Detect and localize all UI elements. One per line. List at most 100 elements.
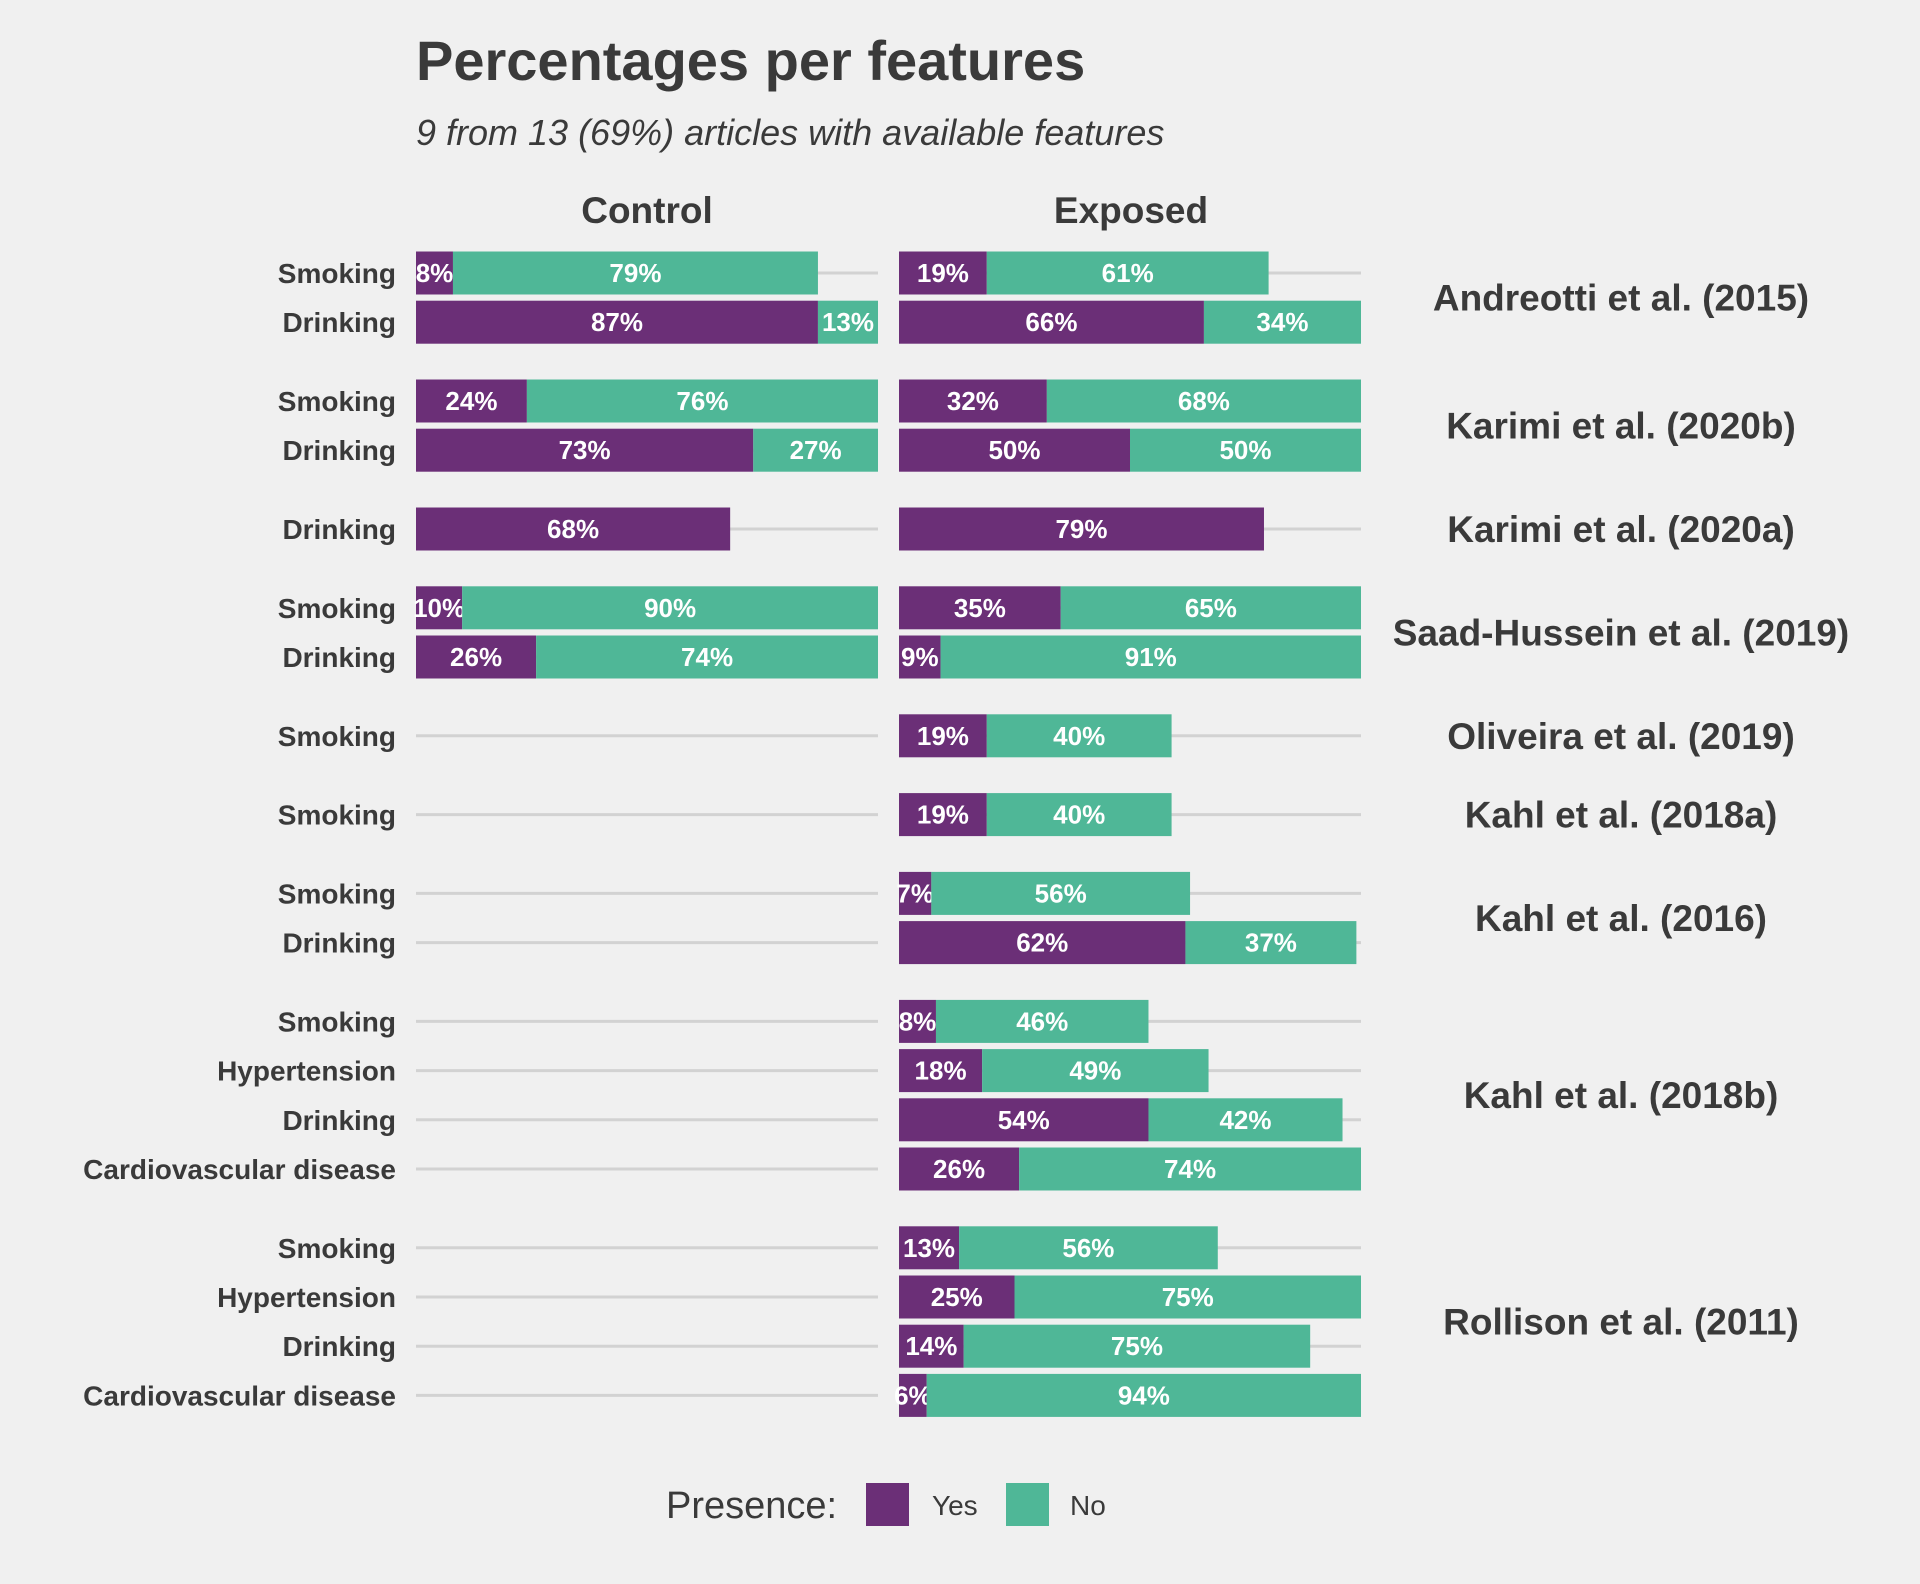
control-bar-yes xyxy=(416,507,731,551)
exposed-bar-no-label: 56% xyxy=(1035,878,1087,908)
exposed-bar-yes-label: 19% xyxy=(917,258,969,288)
chart-subtitle: 9 from 13 (69%) articles with available … xyxy=(416,112,1164,153)
exposed-bar-no-label: 94% xyxy=(1118,1380,1170,1410)
exposed-bar-no-label: 75% xyxy=(1162,1282,1214,1312)
exposed-bar-no xyxy=(1185,921,1357,965)
exposed-bar-yes-label: 35% xyxy=(954,593,1006,623)
control-bar-yes xyxy=(416,379,527,423)
control-bar-yes xyxy=(416,635,537,679)
exposed-bar-yes xyxy=(899,635,941,679)
exposed-bar-no xyxy=(935,999,1149,1043)
study-label: Kahl et al. (2016) xyxy=(1475,898,1767,939)
exposed-bar-no-label: 91% xyxy=(1125,642,1177,672)
feature-label: Smoking xyxy=(278,878,396,909)
feature-label: Cardiovascular disease xyxy=(83,1154,396,1185)
exposed-bar-no xyxy=(1046,379,1361,423)
study-label: Karimi et al. (2020a) xyxy=(1447,509,1795,550)
exposed-bar-no xyxy=(1130,428,1361,472)
control-bar-no-label: 79% xyxy=(609,258,661,288)
feature-label: Smoking xyxy=(278,1006,396,1037)
exposed-bar-no-label: 34% xyxy=(1256,307,1308,337)
feature-label: Drinking xyxy=(282,642,396,673)
feature-label: Smoking xyxy=(278,800,396,831)
chart-title: Percentages per features xyxy=(416,29,1085,92)
control-bar-no xyxy=(462,586,878,630)
exposed-bar-no xyxy=(931,871,1191,915)
study-label: Oliveira et al. (2019) xyxy=(1447,716,1795,757)
control-bar-yes xyxy=(416,428,754,472)
exposed-bar-no-label: 49% xyxy=(1069,1056,1121,1086)
plot-area: Smoking 8% 79% 19% 61% Drinking 87% 13% 66% 34% An… xyxy=(83,251,1850,1417)
exposed-bar-no xyxy=(959,1226,1218,1270)
facet-label-control: Control xyxy=(581,190,713,231)
exposed-bar-no-label: 75% xyxy=(1111,1331,1163,1361)
control-bar-no-label: 13% xyxy=(822,307,874,337)
control-bar-no xyxy=(817,300,878,344)
exposed-bar-yes-label: 66% xyxy=(1025,307,1077,337)
exposed-bar-yes xyxy=(899,1373,927,1417)
feature-label: Smoking xyxy=(278,721,396,752)
exposed-bar-yes-label: 14% xyxy=(905,1331,957,1361)
exposed-bar-no-label: 37% xyxy=(1245,928,1297,958)
control-bar-no xyxy=(536,635,878,679)
exposed-bar-yes-label: 79% xyxy=(1055,514,1107,544)
feature-label: Hypertension xyxy=(217,1056,396,1087)
feature-label: Cardiovascular disease xyxy=(83,1380,396,1411)
legend-label-yes: Yes xyxy=(932,1490,978,1521)
exposed-bar-yes-label: 18% xyxy=(915,1056,967,1086)
control-bar-yes-label: 73% xyxy=(559,435,611,465)
study-label: Karimi et al. (2020b) xyxy=(1446,406,1796,447)
exposed-bar-yes-label: 62% xyxy=(1016,928,1068,958)
exposed-bar-yes xyxy=(899,1226,960,1270)
feature-label: Smoking xyxy=(278,1233,396,1264)
exposed-bar-yes xyxy=(899,714,987,758)
feature-label: Drinking xyxy=(282,1331,396,1362)
exposed-bar-yes xyxy=(899,300,1204,344)
feature-label: Drinking xyxy=(282,514,396,545)
study-label: Andreotti et al. (2015) xyxy=(1433,278,1809,319)
exposed-bar-no-label: 46% xyxy=(1016,1006,1068,1036)
exposed-bar-yes xyxy=(899,428,1130,472)
legend-label-no: No xyxy=(1070,1490,1106,1521)
exposed-bar-yes xyxy=(899,1098,1149,1142)
exposed-bar-no xyxy=(982,1049,1209,1093)
exposed-bar-yes-label: 50% xyxy=(988,435,1040,465)
feature-label: Smoking xyxy=(278,593,396,624)
exposed-bar-yes-label: 25% xyxy=(931,1282,983,1312)
exposed-bar-no-label: 74% xyxy=(1164,1154,1216,1184)
control-bar-no-label: 27% xyxy=(790,435,842,465)
legend-title: Presence: xyxy=(666,1485,837,1527)
exposed-bar-no-label: 40% xyxy=(1053,721,1105,751)
exposed-bar-yes-label: 19% xyxy=(917,800,969,830)
feature-label: Drinking xyxy=(282,928,396,959)
study-label: Kahl et al. (2018a) xyxy=(1465,795,1778,836)
exposed-bar-yes xyxy=(899,999,936,1043)
exposed-bar-yes-label: 6% xyxy=(894,1380,932,1410)
exposed-bar-no xyxy=(1014,1275,1361,1319)
control-bar-no-label: 76% xyxy=(676,386,728,416)
exposed-bar-no xyxy=(986,251,1269,295)
facet-label-exposed: Exposed xyxy=(1054,190,1208,231)
exposed-bar-yes-label: 54% xyxy=(998,1105,1050,1135)
study-label: Saad-Hussein et al. (2019) xyxy=(1393,612,1850,653)
exposed-bar-yes-label: 13% xyxy=(903,1233,955,1263)
exposed-bar-no xyxy=(1060,586,1361,630)
exposed-bar-yes xyxy=(899,921,1186,965)
control-bar-no xyxy=(753,428,878,472)
exposed-bar-no xyxy=(986,714,1172,758)
control-bar-yes xyxy=(416,586,463,630)
exposed-bar-yes-label: 19% xyxy=(917,721,969,751)
exposed-bar-yes-label: 8% xyxy=(899,1006,937,1036)
exposed-bar-yes xyxy=(899,507,1264,551)
exposed-bar-yes-label: 9% xyxy=(901,642,939,672)
control-bar-yes-label: 10% xyxy=(413,593,465,623)
control-bar-no-label: 74% xyxy=(681,642,733,672)
exposed-bar-yes xyxy=(899,1275,1015,1319)
control-bar-yes-label: 87% xyxy=(591,307,643,337)
exposed-bar-yes xyxy=(899,871,932,915)
exposed-bar-no-label: 65% xyxy=(1185,593,1237,623)
legend: Presence: Yes No xyxy=(666,1483,1106,1527)
feature-label: Smoking xyxy=(278,258,396,289)
exposed-bar-no-label: 68% xyxy=(1178,386,1230,416)
study-label: Kahl et al. (2018b) xyxy=(1464,1075,1779,1116)
